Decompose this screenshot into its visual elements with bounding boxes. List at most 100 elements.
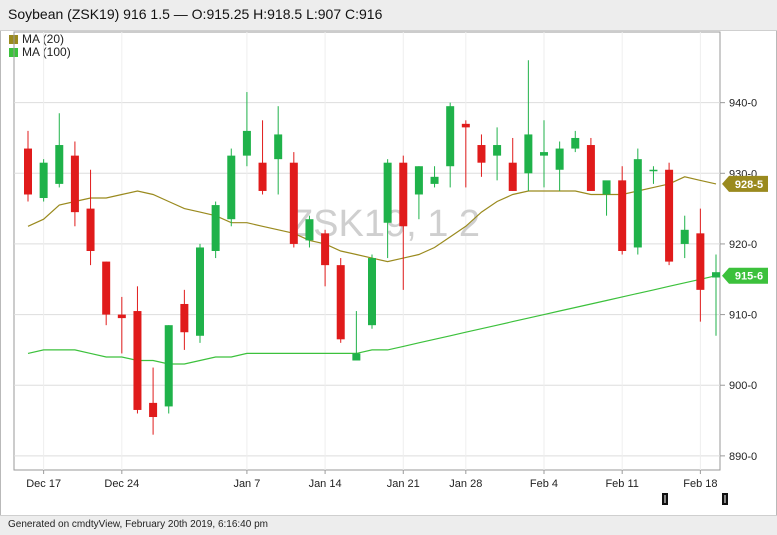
- footer: Generated on cmdtyView, February 20th 20…: [0, 515, 777, 535]
- candle-body: [493, 145, 502, 156]
- candle-body: [368, 258, 376, 326]
- session-markers: [662, 493, 728, 505]
- candle: [696, 208, 705, 322]
- candle-body: [477, 145, 486, 163]
- ma100-last-badge: 915-6: [722, 267, 768, 284]
- candle: [477, 134, 486, 177]
- candle-body: [571, 137, 580, 149]
- candle-body: [383, 162, 392, 223]
- candle-body: [133, 311, 142, 410]
- x-tick-label: Dec 17: [26, 478, 61, 490]
- candle: [383, 159, 392, 259]
- candle: [414, 166, 423, 220]
- candle: [242, 92, 251, 167]
- candle: [227, 148, 236, 227]
- candle: [540, 120, 548, 188]
- candle-body: [289, 162, 298, 244]
- candle: [493, 127, 502, 181]
- ma100-line: [27, 275, 717, 365]
- candle-body: [117, 314, 126, 319]
- y-tick-label: 890-0: [729, 451, 757, 463]
- grid: [13, 31, 721, 471]
- candle: [305, 215, 314, 248]
- candle-body: [196, 247, 204, 336]
- candle: [649, 166, 658, 184]
- candle: [180, 289, 189, 350]
- candle: [39, 159, 48, 202]
- candle-body: [86, 208, 95, 251]
- candle: [55, 113, 64, 188]
- candle: [289, 152, 298, 248]
- candle-body: [336, 265, 345, 340]
- candle-body: [352, 353, 361, 361]
- candle-body: [680, 229, 689, 244]
- candle: [712, 254, 720, 336]
- candle-body: [430, 176, 439, 184]
- y-tick-label: 900-0: [729, 380, 757, 392]
- candle-body: [649, 169, 658, 172]
- candle: [149, 367, 158, 435]
- candle-body: [446, 106, 455, 167]
- candle: [680, 215, 689, 259]
- session-marker: [662, 493, 668, 505]
- candle: [196, 243, 204, 343]
- candle: [399, 155, 408, 290]
- candle-body: [461, 123, 470, 128]
- candle-body: [618, 180, 627, 251]
- candle-body: [540, 152, 548, 156]
- candle-body: [274, 134, 283, 160]
- candle-body: [321, 233, 330, 266]
- candle: [102, 261, 111, 326]
- candle: [555, 141, 564, 191]
- candle: [446, 102, 455, 188]
- candle-body: [633, 159, 642, 248]
- candle: [258, 120, 267, 195]
- x-tick-label: Feb 4: [530, 478, 558, 490]
- candle: [321, 229, 330, 287]
- x-tick-label: Jan 21: [387, 478, 420, 490]
- chart-title: Soybean (ZSK19) 916 1.5 — O:915.25 H:918…: [8, 6, 383, 22]
- candle-body: [227, 155, 236, 220]
- y-tick-label: 910-0: [729, 310, 757, 322]
- candle: [70, 141, 79, 227]
- candle-body: [70, 155, 79, 213]
- candle-body: [164, 325, 173, 407]
- candle-body: [242, 130, 251, 156]
- candle: [571, 130, 580, 153]
- candle: [86, 169, 95, 266]
- candle: [508, 137, 517, 191]
- candle: [368, 254, 376, 329]
- legend-label-ma20: MA (20): [22, 32, 65, 46]
- candles: [24, 60, 720, 435]
- x-tick-label: Feb 11: [605, 478, 638, 490]
- candle-body: [211, 205, 220, 251]
- candle-body: [508, 162, 517, 191]
- candle-body: [55, 145, 64, 184]
- candle: [274, 106, 283, 195]
- candle: [602, 180, 611, 216]
- candle-body: [39, 162, 48, 199]
- candle-body: [524, 134, 533, 174]
- badge-label: 928-5: [735, 179, 763, 191]
- x-axis: Dec 17 Dec 24 Jan 7 Jan 14 Jan 21 Jan 28 Feb 4…: [26, 470, 717, 490]
- candle: [211, 201, 220, 259]
- session-marker: [722, 493, 728, 505]
- candle-body: [414, 166, 423, 195]
- badge-label: 915-6: [735, 271, 763, 283]
- candle-body: [24, 148, 32, 195]
- y-tick-label: 920-0: [729, 239, 757, 251]
- x-tick-label: Feb 18: [683, 478, 717, 490]
- badge-shape: [722, 267, 768, 284]
- candle: [133, 286, 142, 414]
- candle-body: [665, 169, 674, 262]
- candle: [524, 60, 533, 191]
- candle-body: [305, 219, 314, 241]
- candle-body: [180, 303, 189, 333]
- candle: [352, 311, 361, 361]
- candle-body: [602, 180, 611, 195]
- legend: MA (20) MA (100): [9, 33, 71, 59]
- legend-label-ma100: MA (100): [22, 45, 71, 59]
- candle: [633, 148, 642, 255]
